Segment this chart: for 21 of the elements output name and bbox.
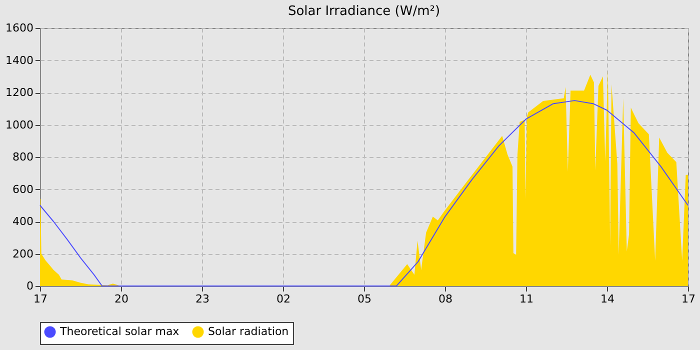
y-tick-label: 200	[12, 247, 34, 260]
y-tick-label: 400	[12, 215, 34, 228]
x-tick-label: 11	[520, 292, 534, 306]
x-tick-label: 08	[438, 292, 452, 306]
legend-label: Solar radiation	[208, 325, 289, 338]
chart-title: Solar Irradiance (W/m²)	[288, 4, 440, 19]
y-tick-label: 1200	[6, 86, 34, 99]
x-tick-label: 17	[682, 292, 696, 306]
x-tick-label: 17	[34, 292, 48, 306]
legend-label: Theoretical solar max	[59, 325, 180, 338]
x-tick-label: 23	[196, 292, 210, 306]
x-tick-label: 05	[358, 292, 372, 306]
y-tick-label: 0	[26, 280, 34, 292]
x-tick-label: 14	[600, 292, 614, 306]
x-tick-label: 02	[276, 292, 290, 306]
y-tick-label: 800	[12, 150, 34, 164]
x-tick-label: 20	[114, 292, 128, 306]
y-tick-label: 600	[12, 182, 34, 196]
y-tick-label: 1000	[6, 118, 34, 132]
y-tick-label: 1400	[6, 54, 34, 67]
y-tick-label: 1600	[6, 22, 34, 34]
